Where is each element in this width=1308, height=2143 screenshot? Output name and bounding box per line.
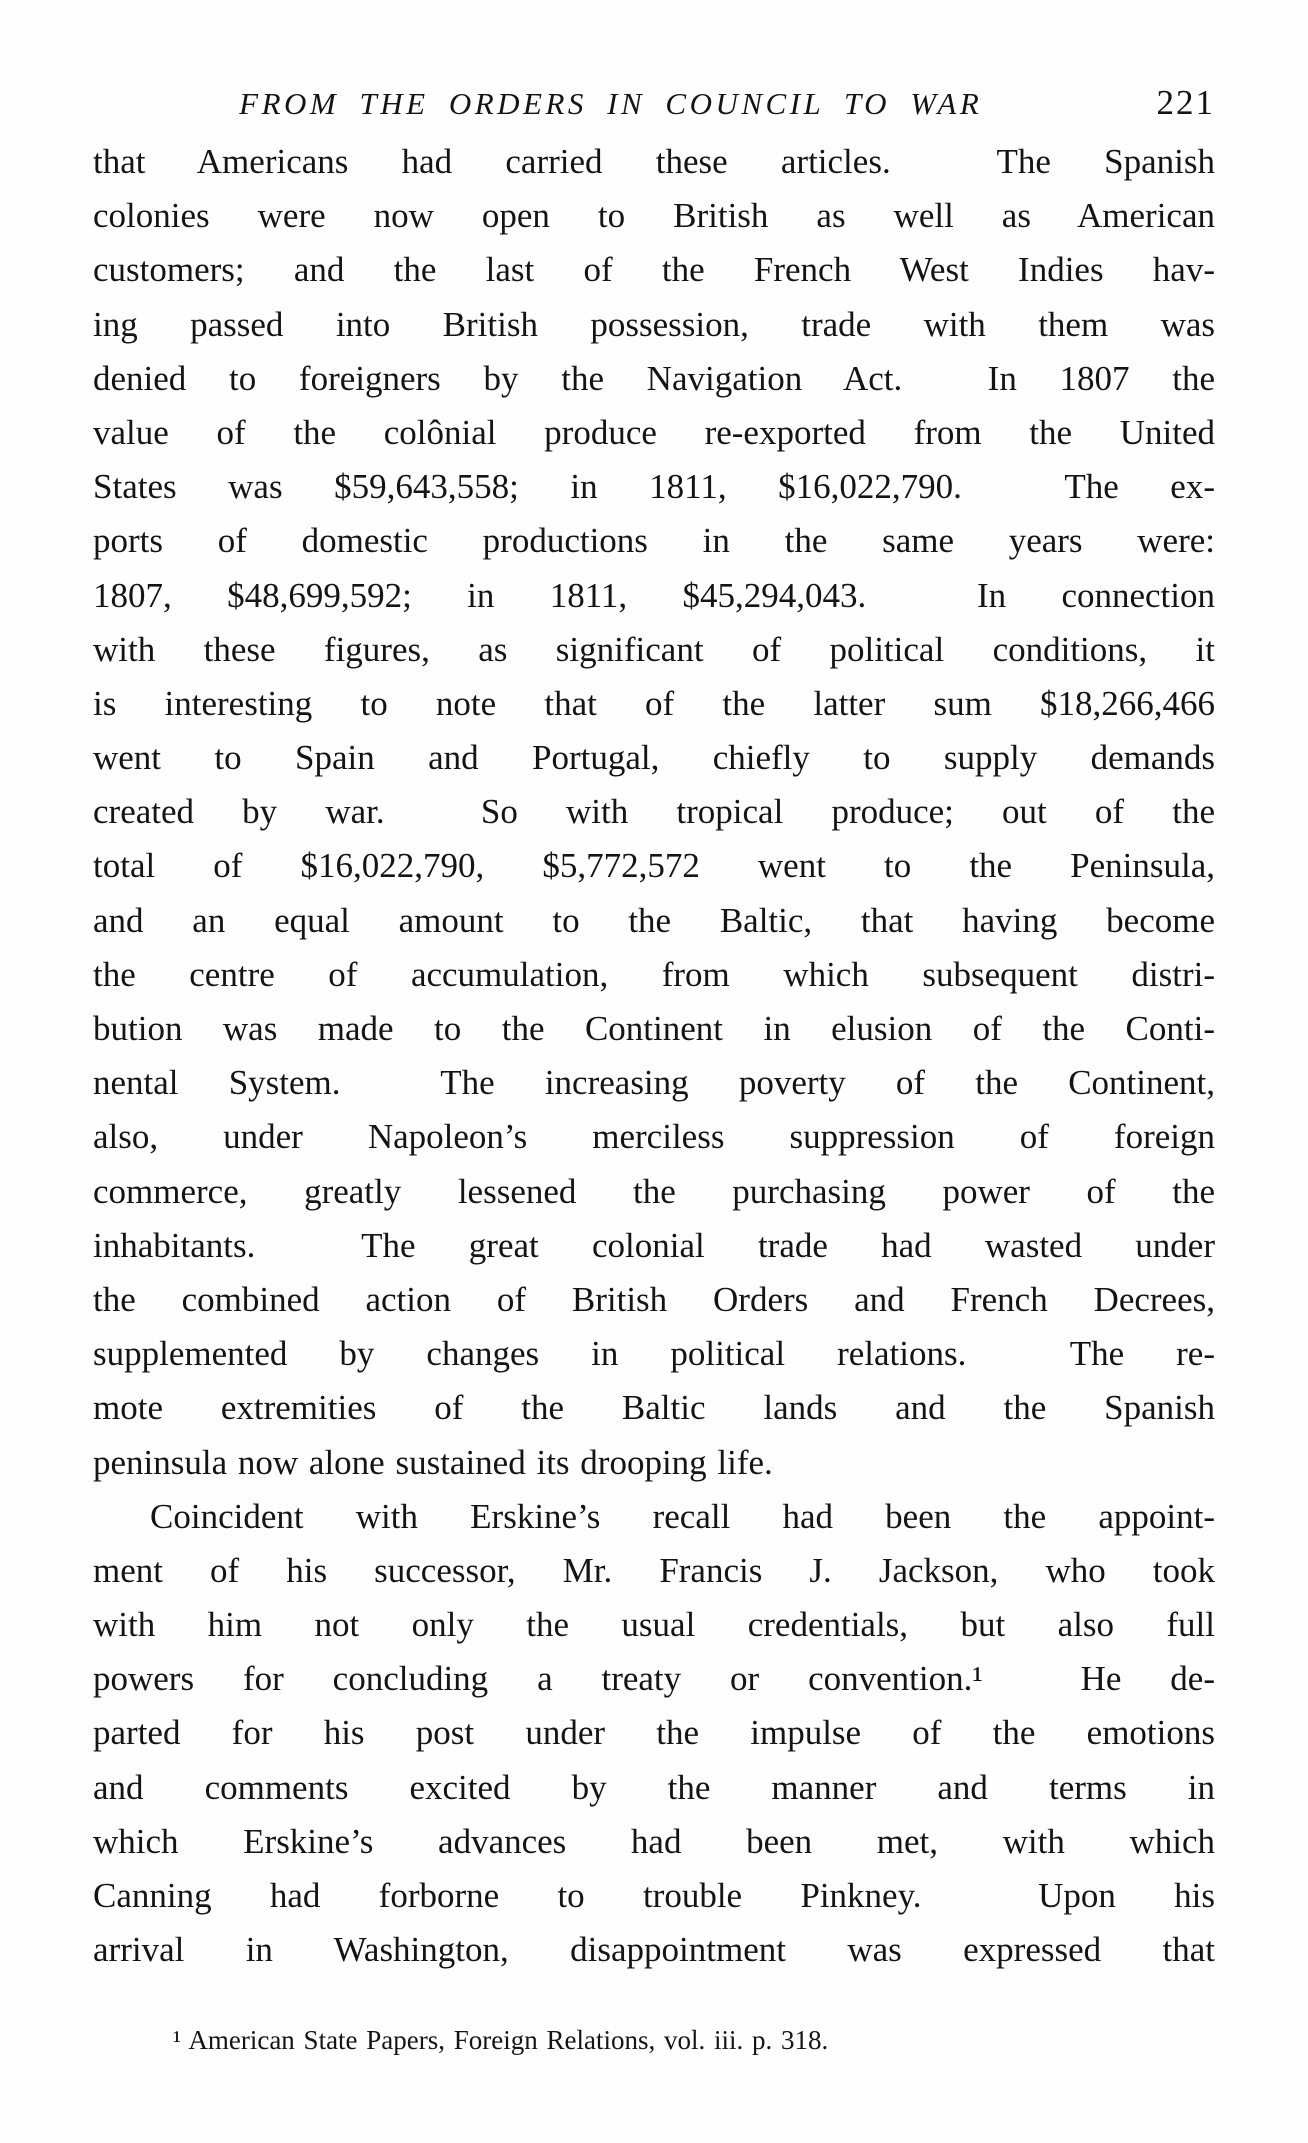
text-line: commerce, greatly lessened the purchasin… (93, 1171, 1215, 1211)
text-line: supplemented by changes in political rel… (93, 1334, 1215, 1374)
text-line-paragraph-start: Coincident with Erskine’s recall had bee… (150, 1496, 1215, 1536)
footnote: ¹ American State Papers, Foreign Relatio… (173, 2025, 829, 2056)
header-title: FROM THE ORDERS IN COUNCIL TO WAR (239, 86, 983, 121)
text-line: parted for his post under the impulse of… (93, 1713, 1215, 1753)
text-line: is interesting to note that of the latte… (93, 683, 1215, 723)
text-line: mote extremities of the Baltic lands and… (93, 1388, 1215, 1428)
text-line: with these figures, as significant of po… (93, 629, 1215, 669)
text-line: 1807, $48,699,592; in 1811, $45,294,043.… (93, 575, 1215, 615)
text-line: created by war. So with tropical produce… (93, 792, 1215, 832)
text-line: States was $59,643,558; in 1811, $16,022… (93, 467, 1215, 507)
text-line: value of the colônial produce re-exporte… (93, 412, 1215, 452)
text-line: also, under Napoleon’s merciless suppres… (93, 1117, 1215, 1157)
text-line: total of $16,022,790, $5,772,572 went to… (93, 846, 1215, 886)
running-header: FROM THE ORDERS IN COUNCIL TO WAR 221 (93, 84, 1215, 123)
text-line: which Erskine’s advances had been met, w… (93, 1821, 1215, 1861)
text-line: peninsula now alone sustained its droopi… (93, 1442, 773, 1482)
text-line: nental System. The increasing poverty of… (93, 1063, 1215, 1103)
body-text: that Americans had carried these article… (93, 135, 1215, 2057)
text-line: colonies were now open to British as wel… (93, 196, 1215, 236)
text-line: the combined action of British Orders an… (93, 1279, 1215, 1319)
text-line: that Americans had carried these article… (93, 142, 1215, 181)
text-line: denied to foreigners by the Navigation A… (93, 358, 1215, 398)
text-line: powers for concluding a treaty or conven… (93, 1659, 1215, 1699)
text-line: ports of domestic productions in the sam… (93, 521, 1215, 561)
text-line: and an equal amount to the Baltic, that … (93, 900, 1215, 940)
text-line: and comments excited by the manner and t… (93, 1767, 1215, 1807)
text-line: arrival in Washington, disappointment wa… (93, 1930, 1215, 1970)
page-number: 221 (1156, 83, 1215, 122)
text-line: customers; and the last of the French We… (93, 250, 1215, 290)
text-line: bution was made to the Continent in elus… (93, 1009, 1215, 1048)
text-line: went to Spain and Portugal, chiefly to s… (93, 738, 1215, 778)
text-line: inhabitants. The great colonial trade ha… (93, 1225, 1215, 1265)
text-line: ment of his successor, Mr. Francis J. Ja… (93, 1550, 1215, 1590)
text-line: with him not only the usual credentials,… (93, 1605, 1215, 1645)
text-line: ing passed into British possession, trad… (93, 304, 1215, 344)
text-line: Canning had forborne to trouble Pinkney.… (93, 1876, 1215, 1915)
text-line: the centre of accumulation, from which s… (93, 954, 1215, 994)
